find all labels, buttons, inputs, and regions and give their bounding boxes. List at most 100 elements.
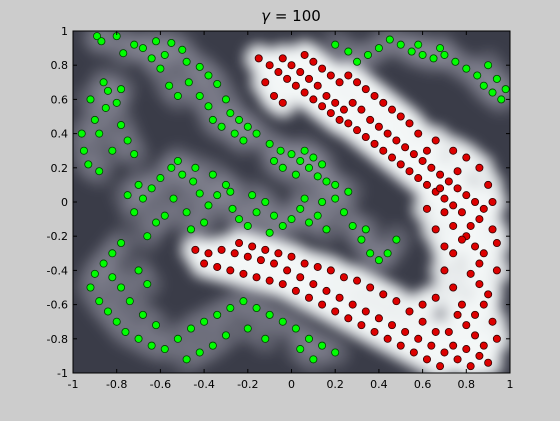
data-point <box>384 335 391 342</box>
data-point <box>266 140 273 147</box>
data-point <box>332 41 339 48</box>
data-point <box>235 216 242 223</box>
data-point <box>117 239 124 246</box>
data-point <box>432 294 439 301</box>
data-point <box>301 260 308 267</box>
data-point <box>183 58 190 65</box>
data-point <box>262 198 269 205</box>
data-point <box>415 335 422 342</box>
data-point <box>386 36 393 43</box>
data-point <box>297 274 304 281</box>
data-point <box>310 356 317 363</box>
data-point <box>214 311 221 318</box>
data-point <box>432 328 439 335</box>
data-point <box>450 202 457 209</box>
data-point <box>327 72 334 79</box>
data-point <box>301 195 308 202</box>
data-point <box>318 161 325 168</box>
data-point <box>485 62 492 69</box>
data-point <box>218 123 225 130</box>
data-point <box>336 116 343 123</box>
data-point <box>336 294 343 301</box>
x-tick-labels: -1 -0.8 -0.6 -0.4 -0.2 0 0.2 0.4 0.6 0.8 1 <box>68 378 514 391</box>
data-point <box>279 222 286 229</box>
data-point <box>371 140 378 147</box>
data-point <box>288 62 295 69</box>
data-point <box>266 311 273 318</box>
data-point <box>489 226 496 233</box>
data-point <box>244 222 251 229</box>
data-point <box>419 318 426 325</box>
data-point <box>183 356 190 363</box>
data-point <box>131 209 138 216</box>
data-point <box>406 308 413 315</box>
data-point <box>139 195 146 202</box>
data-point <box>310 154 317 161</box>
data-point <box>262 335 269 342</box>
data-point <box>358 236 365 243</box>
data-point <box>201 318 208 325</box>
data-point <box>100 79 107 86</box>
data-point <box>432 226 439 233</box>
data-point <box>227 188 234 195</box>
data-point <box>375 45 382 52</box>
data-point <box>209 342 216 349</box>
data-point <box>463 65 470 72</box>
data-point <box>240 137 247 144</box>
data-point <box>131 41 138 48</box>
data-point <box>152 322 159 329</box>
data-point <box>340 106 347 113</box>
x-tick-label: 0.2 <box>326 378 344 391</box>
data-point <box>480 301 487 308</box>
data-point <box>301 147 308 154</box>
data-point <box>410 349 417 356</box>
data-point <box>222 332 229 339</box>
data-point <box>476 280 483 287</box>
data-point <box>148 185 155 192</box>
data-point <box>450 222 457 229</box>
data-point <box>279 318 286 325</box>
data-point <box>275 250 282 257</box>
data-point <box>353 79 360 86</box>
data-point <box>340 274 347 281</box>
data-point <box>288 216 295 223</box>
data-point <box>253 274 260 281</box>
data-point <box>375 257 382 264</box>
data-point <box>467 222 474 229</box>
data-point <box>463 192 470 199</box>
data-point <box>205 202 212 209</box>
data-point <box>358 322 365 329</box>
data-point <box>124 192 131 199</box>
data-point <box>428 164 435 171</box>
data-point <box>318 65 325 72</box>
data-point <box>476 260 483 267</box>
data-point <box>419 51 426 58</box>
data-point <box>432 137 439 144</box>
data-point <box>179 171 186 178</box>
data-point <box>402 328 409 335</box>
data-point <box>380 99 387 106</box>
data-point <box>463 154 470 161</box>
data-point <box>152 219 159 226</box>
data-point <box>209 171 216 178</box>
data-point <box>463 322 470 329</box>
data-point <box>353 58 360 65</box>
data-point <box>292 325 299 332</box>
data-point <box>284 75 291 82</box>
data-point <box>349 222 356 229</box>
data-point <box>493 239 500 246</box>
data-point <box>353 127 360 134</box>
y-tick-label: 1 <box>61 25 68 38</box>
data-point <box>384 130 391 137</box>
data-point <box>305 294 312 301</box>
data-point <box>96 298 103 305</box>
x-tick-label: -0.2 <box>237 378 258 391</box>
data-point <box>168 164 175 171</box>
data-point <box>471 198 478 205</box>
data-point <box>410 151 417 158</box>
data-point <box>253 130 260 137</box>
data-point <box>454 185 461 192</box>
data-point <box>450 250 457 257</box>
data-point <box>353 277 360 284</box>
data-point <box>277 147 284 154</box>
